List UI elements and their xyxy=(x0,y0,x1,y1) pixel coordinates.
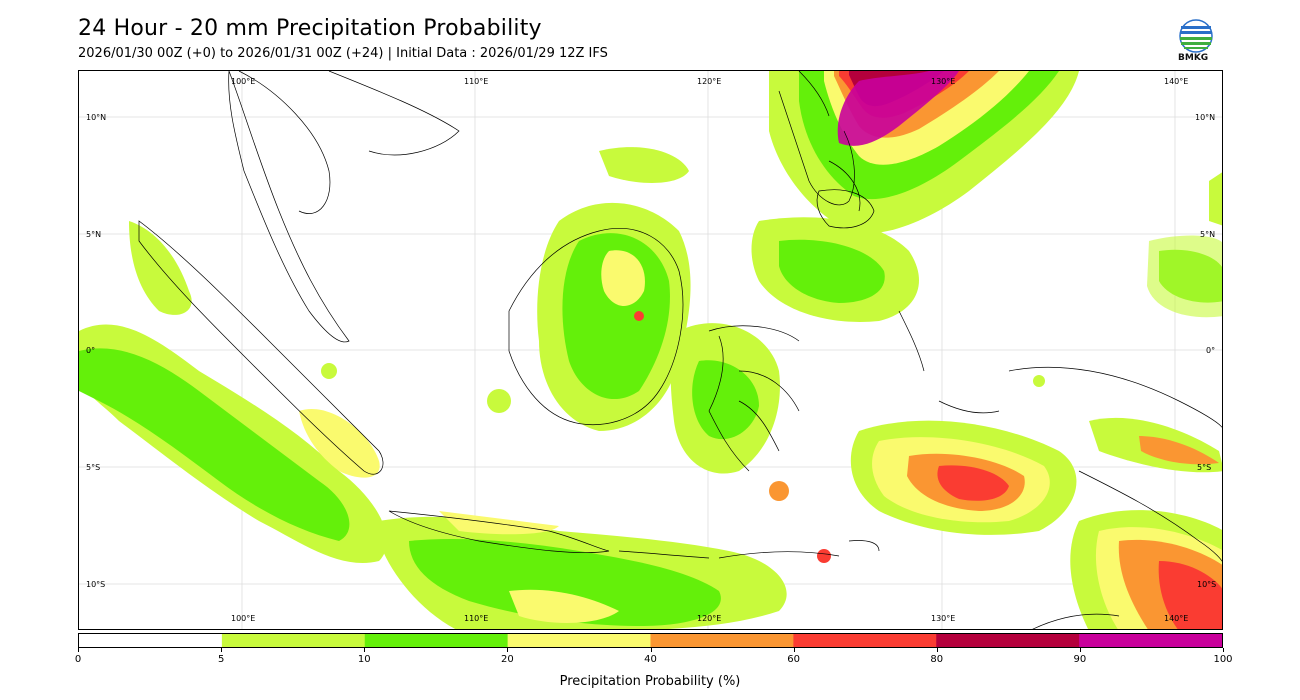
colorbar-tick-label: 0 xyxy=(74,654,82,665)
colorbar-tick-mark xyxy=(507,648,509,652)
lat-label-left-10s: 10°S xyxy=(86,580,105,589)
colorbar-segment xyxy=(364,634,509,647)
lon-label-top-100: 100°E xyxy=(231,77,255,86)
colorbar-tick-label: 10 xyxy=(357,654,371,665)
colorbar-segment xyxy=(79,634,223,647)
grid-labels: 100°E 110°E 120°E 130°E 140°E 100°E 110°… xyxy=(86,77,1216,623)
lat-label-right-5s: 5°S xyxy=(1197,463,1211,472)
lon-label-bottom-130: 130°E xyxy=(931,614,955,623)
page-title: 24 Hour - 20 mm Precipitation Probabilit… xyxy=(78,16,542,41)
lat-label-right-0: 0° xyxy=(1206,346,1215,355)
colorbar-tick-label: 90 xyxy=(1073,654,1087,665)
precipitation-map: 100°E 110°E 120°E 130°E 140°E 100°E 110°… xyxy=(78,70,1223,630)
lat-label-left-0: 0° xyxy=(86,346,95,355)
colorbar-tick-mark xyxy=(1223,648,1224,652)
colorbar-tick-mark xyxy=(364,648,366,652)
colorbar-tick-label: 80 xyxy=(930,654,944,665)
colorbar-tick-label: 40 xyxy=(644,654,657,665)
map-canvas: 100°E 110°E 120°E 130°E 140°E 100°E 110°… xyxy=(79,71,1222,629)
colorbar-segment xyxy=(1079,634,1222,647)
lon-label-bottom-120: 120°E xyxy=(697,614,721,623)
colorbar-tick-mark xyxy=(936,648,938,652)
lat-label-right-10s: 10°S xyxy=(1197,580,1216,589)
lon-label-top-130: 130°E xyxy=(931,77,955,86)
lat-label-left-10n: 10°N xyxy=(86,113,106,122)
lat-label-right-10n: 10°N xyxy=(1195,113,1215,122)
lat-label-left-5n: 5°N xyxy=(86,230,101,239)
page-subtitle: 2026/01/30 00Z (+0) to 2026/01/31 00Z (+… xyxy=(78,46,608,61)
lon-label-top-140: 140°E xyxy=(1164,77,1188,86)
colorbar-tick-mark xyxy=(221,648,223,652)
lat-label-left-5s: 5°S xyxy=(86,463,100,472)
bmkg-logo-icon xyxy=(1176,18,1216,68)
colorbar-tick-label: 5 xyxy=(217,654,225,665)
colorbar-tick-label: 100 xyxy=(1213,654,1233,665)
lon-label-bottom-110: 110°E xyxy=(464,614,488,623)
lon-label-bottom-100: 100°E xyxy=(231,614,255,623)
colorbar-tick-mark xyxy=(1079,648,1081,652)
colorbar-segment xyxy=(793,634,937,647)
logo-text: BMKG xyxy=(1178,53,1209,63)
colorbar-tick-label: 60 xyxy=(787,654,800,665)
coastlines xyxy=(138,71,1222,629)
colorbar-tick-mark xyxy=(650,648,652,652)
colorbar-segment xyxy=(650,634,794,647)
colorbar-segment xyxy=(221,634,366,647)
colorbar xyxy=(78,633,1223,648)
colorbar-svg xyxy=(79,634,1222,647)
colorbar-tick-mark xyxy=(78,648,79,652)
colorbar-tick-mark xyxy=(793,648,795,652)
colorbar-segment xyxy=(507,634,652,647)
colorbar-tick-label: 20 xyxy=(501,654,514,665)
lon-label-bottom-140: 140°E xyxy=(1164,614,1188,623)
lon-label-top-120: 120°E xyxy=(697,77,721,86)
precip-field xyxy=(79,71,1222,629)
lon-label-top-110: 110°E xyxy=(464,77,488,86)
colorbar-segment xyxy=(936,634,1080,647)
colorbar-title: Precipitation Probability (%) xyxy=(559,674,741,689)
lat-label-right-5n: 5°N xyxy=(1200,230,1215,239)
